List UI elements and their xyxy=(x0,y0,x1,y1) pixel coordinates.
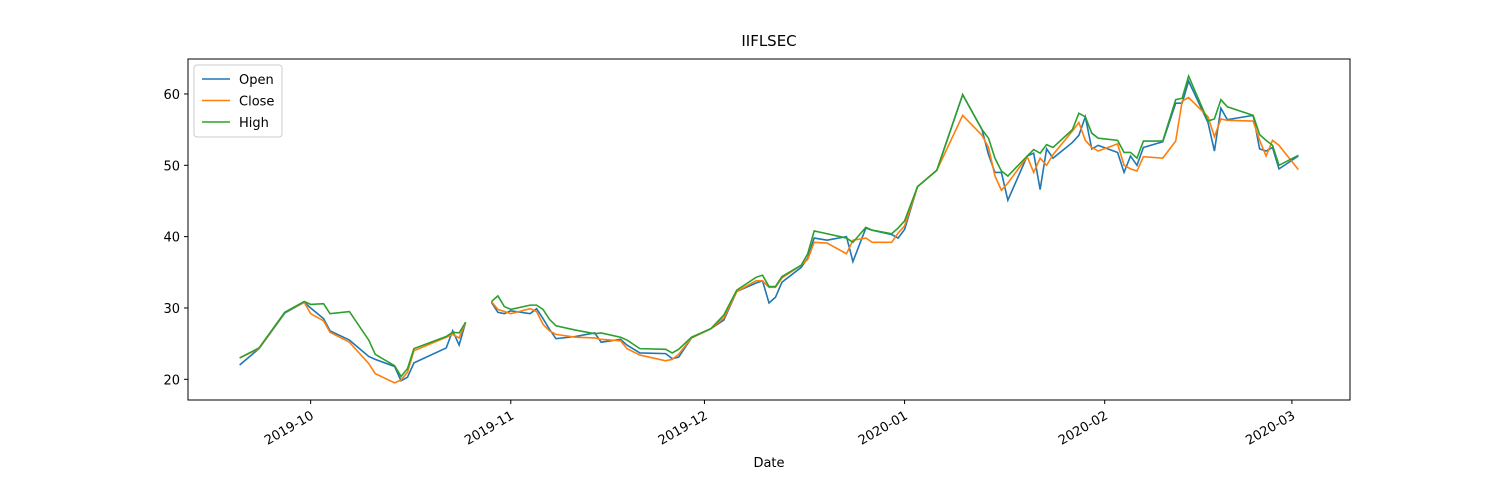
x-axis-label: Date xyxy=(753,456,784,471)
y-tick-label: 40 xyxy=(163,231,180,246)
x-tick-label: 2020-03 xyxy=(1243,408,1298,448)
x-tick-label: 2020-01 xyxy=(856,408,911,448)
series-line xyxy=(239,73,1299,378)
legend-label: Close xyxy=(239,95,274,110)
series-line xyxy=(239,96,1299,384)
x-tick-label: 2020-02 xyxy=(1056,408,1111,448)
plot-frame xyxy=(187,58,1351,401)
series-line xyxy=(239,78,1299,382)
y-tick-label: 20 xyxy=(163,373,180,388)
x-tick-label: 2019-11 xyxy=(462,408,517,448)
y-tick-label: 50 xyxy=(163,159,180,174)
y-tick-label: 30 xyxy=(163,302,180,317)
legend-box xyxy=(193,64,283,138)
legend-label: Open xyxy=(239,73,274,88)
x-tick-label: 2019-12 xyxy=(656,408,711,448)
y-tick-label: 60 xyxy=(163,88,180,103)
chart-title: IIFLSEC xyxy=(741,32,796,50)
x-tick-label: 2019-10 xyxy=(262,408,317,448)
legend-label: High xyxy=(239,116,269,131)
